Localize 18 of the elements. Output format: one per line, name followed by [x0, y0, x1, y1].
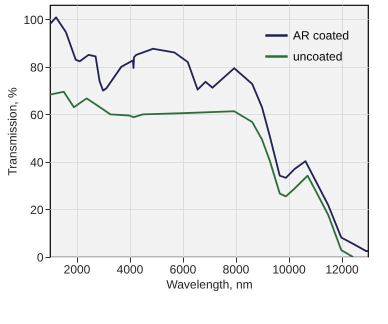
line-series: [50, 16, 368, 252]
x-tick-label: 12000: [325, 262, 360, 276]
y-tick-label: 100: [23, 12, 44, 27]
x-tick-label: 4000: [116, 262, 144, 276]
x-tick-label: 6000: [170, 262, 197, 276]
legend-label: uncoated: [293, 50, 342, 64]
y-tick-label: 40: [30, 155, 44, 170]
line-series: [50, 90, 354, 257]
x-tick-label: 2000: [64, 262, 91, 276]
x-tick-label: 8000: [222, 262, 250, 276]
y-tick-label: 80: [30, 60, 44, 74]
x-tick-label: 10000: [272, 262, 306, 276]
y-tick-label: 60: [30, 108, 44, 122]
legend-label: AR coated: [293, 28, 350, 42]
y-axis-title: Transmission, %: [5, 87, 20, 176]
y-tick-label: 20: [30, 202, 44, 217]
x-axis-title: Wavelength, nm: [166, 278, 253, 292]
y-tick-label: 0: [36, 250, 44, 264]
